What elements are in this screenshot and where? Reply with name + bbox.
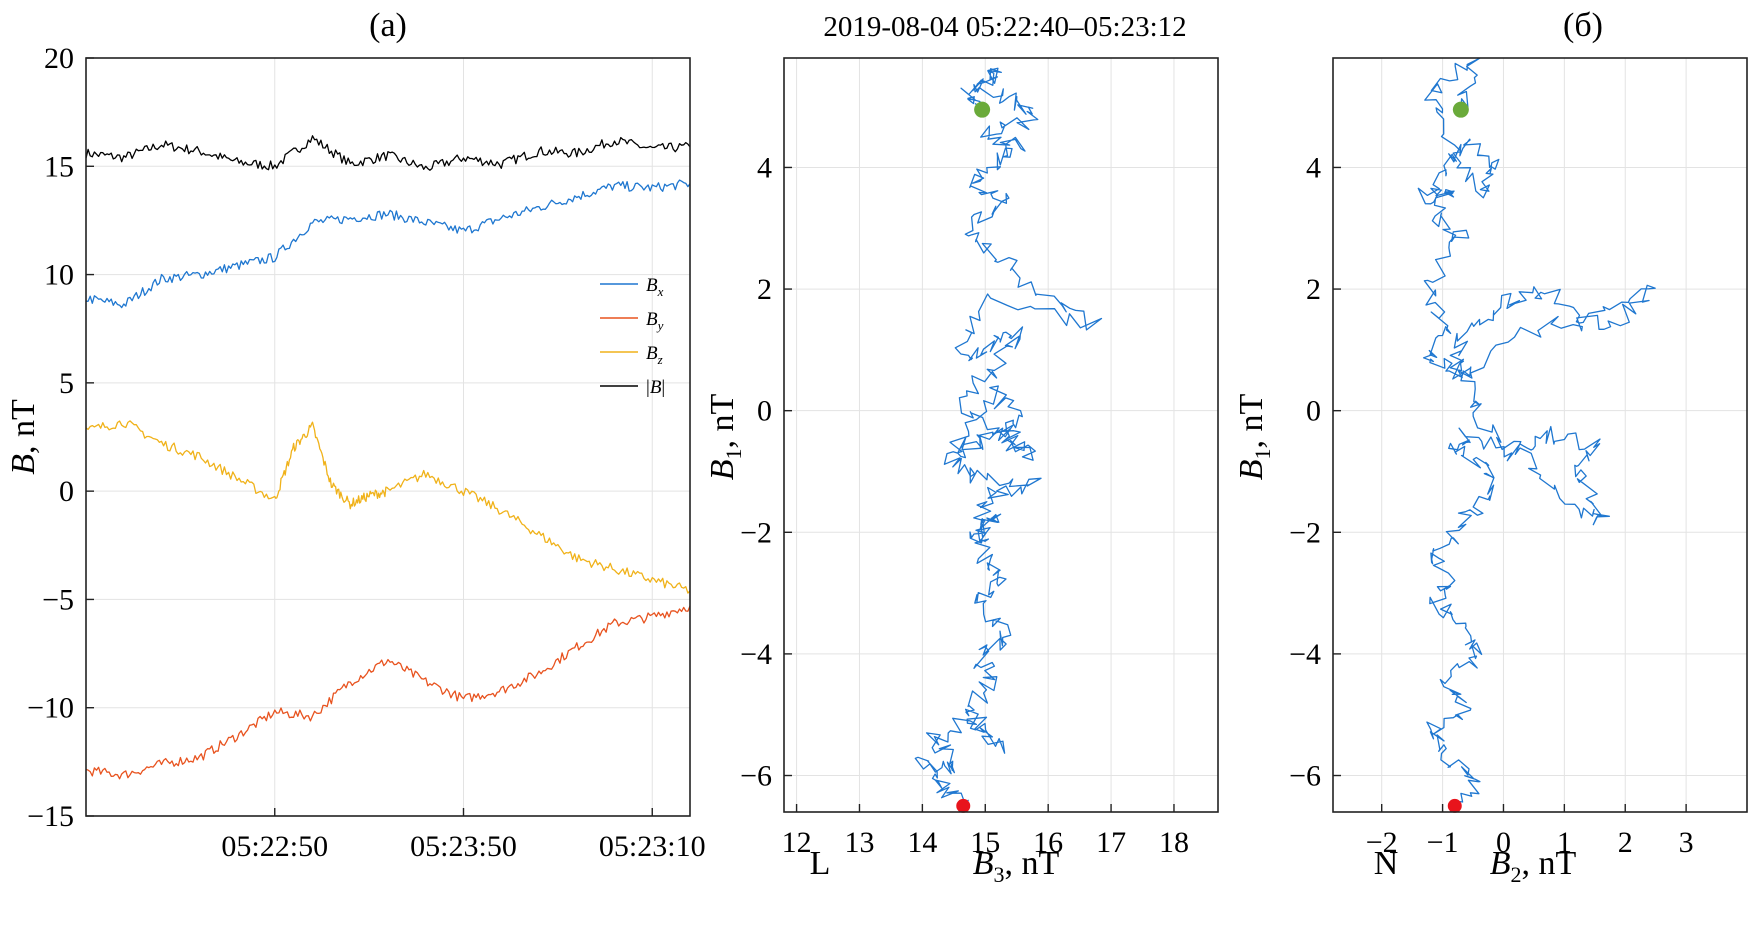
b-x-tick-label: 13: [844, 826, 874, 859]
series-line-Bz: [85, 420, 691, 594]
panel-a-y-label-unit: , nT: [5, 399, 42, 454]
panel-a-y-label-var: B: [5, 454, 42, 475]
c-x-tick-label: 1: [1557, 826, 1572, 859]
c-x-tick-label: 0: [1496, 826, 1511, 859]
panel-b-title: 2019-08-04 05:22:40–05:23:12: [823, 11, 1186, 43]
a-x-tick-label: 05:23:10: [599, 830, 706, 863]
c-y-tick-label: 4: [1306, 151, 1321, 184]
panel-c-x-label-unit: , nT: [1522, 845, 1577, 882]
a-x-tick-label: 05:22:50: [221, 830, 328, 863]
panel-c-y-label: B1, nT: [1233, 394, 1275, 481]
panel-c-y-label-sub: 1: [1250, 449, 1275, 460]
panel-b-y-label: B1, nT: [704, 394, 746, 481]
panel-b-end-point: [974, 101, 991, 118]
panel-b-corner-label: L: [810, 845, 831, 882]
panel-b-grid: [784, 58, 1218, 812]
a-x-tick-label: 05:23:50: [410, 830, 517, 863]
b-x-tick-label: 17: [1096, 826, 1126, 859]
panel-a-x-ticks: 05:22:50 05:23:50 05:23:10: [221, 808, 706, 863]
panel-c-y-label-unit: , nT: [1233, 394, 1270, 449]
c-x-tick-label: 3: [1679, 826, 1694, 859]
b-y-tick-label: 4: [757, 151, 772, 184]
panel-a-y-ticks: 20 15 10 5 0 −5 −10 −15: [27, 42, 94, 833]
legend-label-Bz: Bz: [646, 343, 663, 367]
panel-b-x-label-sub: 3: [994, 862, 1005, 887]
a-y-tick-label: −15: [27, 800, 74, 833]
a-y-tick-label: 15: [44, 150, 74, 183]
panel-a-series-lines: [85, 135, 691, 780]
b-x-tick-label: 16: [1033, 826, 1063, 859]
a-y-tick-label: 5: [59, 367, 74, 400]
panel-c-title: (б): [1563, 7, 1603, 44]
a-y-tick-label: −5: [42, 583, 74, 616]
c-y-tick-label: −6: [1289, 760, 1321, 793]
legend-label-By: By: [646, 309, 664, 333]
panel-a-legend: Bx By Bz |B|: [600, 275, 665, 398]
panel-c-y-ticks: 4 2 0 −2 −4 −6: [1289, 151, 1341, 793]
b-y-tick-label: 2: [757, 273, 772, 306]
panel-c-grid: [1333, 58, 1747, 812]
panel-b-x-ticks: 12 13 14 15 16 17 18: [782, 804, 1189, 859]
a-y-tick-label: 20: [44, 42, 74, 75]
panel-c-y-label-var: B: [1233, 459, 1270, 480]
panel-b-frame: [783, 57, 1219, 813]
panel-c-trajectory: [1417, 57, 1656, 813]
a-y-tick-label: −10: [27, 692, 74, 725]
panel-c-x-ticks: −2 −1 0 1 2 3: [1366, 804, 1694, 859]
c-x-tick-label: −2: [1366, 826, 1398, 859]
legend-label-Bx: Bx: [646, 275, 664, 299]
panel-b-x-label-unit: , nT: [1005, 845, 1060, 882]
c-x-tick-label: −1: [1427, 826, 1459, 859]
panel-b-y-ticks: 4 2 0 −2 −4 −6: [740, 151, 792, 793]
panel-c-frame: [1332, 57, 1748, 813]
c-x-tick-label: 2: [1618, 826, 1633, 859]
panel-c-hodogram-b1-b2: 420−2−4−6 −2 −1 0 1 2 3 (б) B1, nT N B2, nT: [1233, 7, 1748, 887]
c-y-tick-label: −2: [1289, 516, 1321, 549]
b-y-tick-label: −2: [740, 516, 772, 549]
panel-a-y-label: B, nT: [5, 399, 42, 475]
b-x-tick-label: 15: [970, 826, 1000, 859]
a-y-tick-label: 0: [59, 475, 74, 508]
b-y-tick-label: −4: [740, 638, 772, 671]
panel-b-x-label: B3, nT: [973, 845, 1060, 887]
b-x-tick-label: 12: [782, 826, 812, 859]
series-line-B: [85, 135, 691, 171]
panel-c-corner-label: N: [1374, 845, 1399, 882]
c-y-tick-label: 2: [1306, 273, 1321, 306]
panel-b-y-label-sub: 1: [721, 449, 746, 460]
panel-b-hodogram-b1-b3: 420−2−4−6 12 13 14 15 16 17 18 2019-08-04 05:2…: [704, 11, 1219, 887]
panel-a-grid: [86, 57, 690, 817]
series-line-Bx: [85, 179, 691, 309]
b-x-tick-label: 18: [1159, 826, 1189, 859]
panel-b-trajectory: [914, 67, 1103, 809]
panel-c-x-label-sub: 2: [1511, 862, 1522, 887]
panel-a-title: (а): [369, 7, 407, 44]
b-y-tick-label: −6: [740, 760, 772, 793]
a-y-tick-label: 10: [44, 259, 74, 292]
panel-b-y-label-unit: , nT: [704, 394, 741, 449]
panel-c-end-point: [1452, 101, 1469, 118]
b-x-tick-label: 14: [907, 826, 937, 859]
panel-c-x-label: B2, nT: [1490, 845, 1577, 887]
panel-a-frame: [85, 57, 691, 817]
panel-b-x-label-var: B: [973, 845, 994, 882]
b-y-tick-label: 0: [757, 395, 772, 428]
panel-b-y-label-var: B: [704, 459, 741, 480]
c-y-tick-label: −4: [1289, 638, 1321, 671]
panel-a-time-series: 20 15 10 5 0 −5 −10 −15 05:22:50 05:23:50 05:23:1…: [5, 7, 706, 863]
panel-b-start-point: [956, 798, 971, 813]
panel-c-x-label-var: B: [1490, 845, 1511, 882]
series-line-By: [85, 605, 691, 780]
panel-c-start-point: [1447, 798, 1462, 813]
legend-label-B: |B|: [646, 377, 665, 398]
c-y-tick-label: 0: [1306, 395, 1321, 428]
